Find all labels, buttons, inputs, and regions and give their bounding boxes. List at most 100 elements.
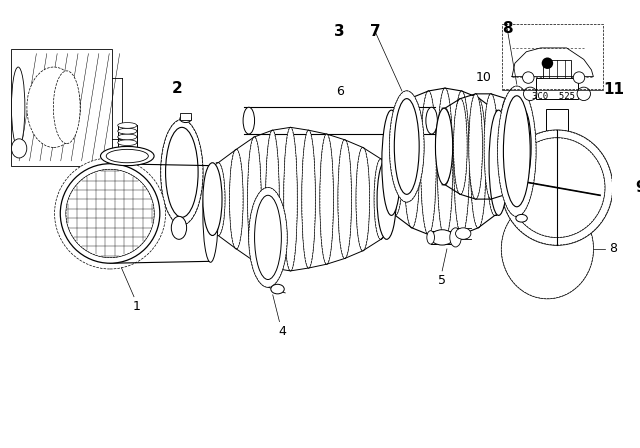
Ellipse shape [284, 127, 297, 271]
Ellipse shape [66, 169, 154, 258]
Ellipse shape [390, 91, 424, 202]
Circle shape [541, 57, 553, 69]
Ellipse shape [484, 94, 498, 199]
Ellipse shape [320, 134, 333, 264]
Text: 3: 3 [335, 24, 345, 39]
Ellipse shape [502, 130, 612, 245]
Ellipse shape [484, 94, 498, 199]
Ellipse shape [498, 86, 536, 216]
Ellipse shape [284, 127, 297, 271]
Ellipse shape [388, 110, 403, 215]
Ellipse shape [524, 87, 537, 100]
Ellipse shape [438, 108, 452, 185]
Ellipse shape [302, 130, 316, 268]
Text: 6: 6 [336, 86, 344, 99]
Ellipse shape [338, 140, 351, 258]
Ellipse shape [388, 110, 403, 215]
Ellipse shape [437, 88, 452, 237]
Ellipse shape [577, 87, 591, 100]
Bar [543, 60, 572, 78]
Text: 7: 7 [370, 24, 380, 39]
Ellipse shape [211, 163, 225, 236]
Ellipse shape [255, 195, 282, 280]
Ellipse shape [12, 67, 25, 147]
Ellipse shape [374, 159, 388, 239]
Ellipse shape [454, 91, 469, 234]
Ellipse shape [27, 67, 81, 147]
Ellipse shape [100, 146, 154, 166]
Ellipse shape [504, 96, 530, 207]
Ellipse shape [500, 99, 513, 194]
Ellipse shape [243, 107, 255, 134]
Ellipse shape [427, 231, 435, 244]
Ellipse shape [106, 149, 148, 163]
Text: 8: 8 [609, 242, 617, 255]
Ellipse shape [450, 228, 461, 247]
Ellipse shape [166, 127, 198, 217]
Ellipse shape [374, 159, 388, 239]
Ellipse shape [487, 110, 502, 215]
Ellipse shape [454, 91, 469, 234]
Ellipse shape [489, 110, 508, 215]
Ellipse shape [514, 108, 531, 185]
Ellipse shape [509, 138, 605, 237]
Ellipse shape [211, 163, 225, 236]
Ellipse shape [502, 130, 612, 245]
Ellipse shape [172, 216, 187, 239]
Ellipse shape [394, 99, 419, 194]
Ellipse shape [454, 99, 467, 194]
Ellipse shape [469, 94, 483, 199]
Text: 5: 5 [438, 274, 446, 287]
Ellipse shape [509, 138, 605, 237]
Ellipse shape [420, 91, 436, 234]
Ellipse shape [271, 284, 284, 294]
Ellipse shape [487, 110, 502, 215]
Ellipse shape [203, 167, 218, 262]
Ellipse shape [470, 98, 486, 228]
Ellipse shape [54, 158, 166, 269]
Ellipse shape [382, 110, 401, 215]
Ellipse shape [320, 134, 333, 264]
Ellipse shape [435, 108, 452, 185]
Circle shape [522, 72, 534, 83]
Ellipse shape [426, 107, 437, 134]
Text: 3C0  525: 3C0 525 [532, 92, 575, 101]
Ellipse shape [12, 139, 27, 158]
Ellipse shape [502, 199, 593, 299]
Ellipse shape [338, 140, 351, 258]
Bar [536, 78, 578, 99]
Ellipse shape [118, 140, 137, 146]
Ellipse shape [456, 228, 471, 239]
Ellipse shape [249, 188, 287, 287]
Ellipse shape [118, 128, 137, 134]
Ellipse shape [509, 207, 586, 291]
Ellipse shape [420, 91, 436, 234]
Ellipse shape [161, 120, 203, 225]
Text: 1: 1 [133, 300, 141, 313]
Bar [180, 113, 191, 120]
Bar [545, 109, 568, 266]
Bar [12, 49, 112, 166]
Ellipse shape [516, 215, 527, 222]
Ellipse shape [230, 149, 243, 249]
Text: 10: 10 [476, 71, 492, 84]
Ellipse shape [404, 98, 419, 228]
Ellipse shape [469, 94, 483, 199]
Ellipse shape [53, 71, 80, 144]
Ellipse shape [203, 163, 222, 236]
Ellipse shape [515, 108, 528, 185]
Ellipse shape [437, 88, 452, 237]
Ellipse shape [438, 108, 452, 185]
Ellipse shape [118, 134, 137, 140]
Ellipse shape [500, 99, 513, 194]
Ellipse shape [60, 164, 160, 263]
Ellipse shape [118, 123, 137, 128]
Circle shape [573, 72, 585, 83]
Text: 8: 8 [502, 21, 513, 36]
Ellipse shape [248, 137, 261, 261]
Ellipse shape [515, 108, 528, 185]
Ellipse shape [248, 137, 261, 261]
Ellipse shape [498, 86, 536, 216]
Ellipse shape [377, 159, 396, 239]
Ellipse shape [161, 120, 203, 225]
